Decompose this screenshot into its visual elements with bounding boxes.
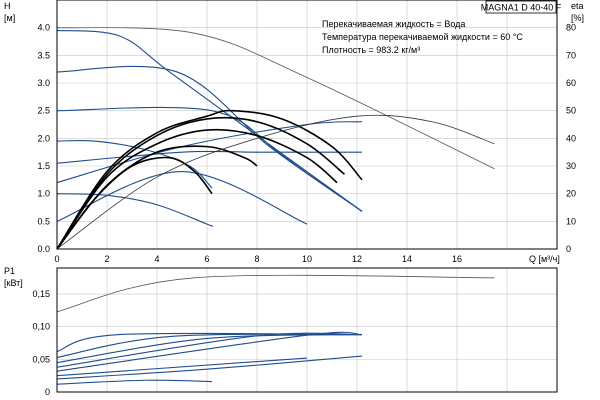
eta-curve-11 (56, 128, 338, 250)
y-tick-label-left: 1.5 (37, 161, 50, 171)
annotation-liquid: Перекачиваемая жидкость = Вода (322, 19, 465, 29)
y-tick-label-left: 4.0 (37, 23, 50, 33)
power-curve-5 (56, 331, 363, 372)
chart-title: MAGNA1 D 40-40 F (481, 3, 562, 13)
y-tick-label-right: 80 (566, 23, 576, 33)
head-curve-7 (56, 170, 308, 225)
y-tick-label-power: 0,15 (32, 289, 50, 299)
ylabel-power: P1 (4, 266, 15, 276)
power-curve-6 (56, 357, 308, 377)
chart-title-box: MAGNA1 D 40-40 F (481, 0, 562, 14)
head-max-curve-8 (56, 27, 495, 170)
ylabel-left-unit: [м] (4, 13, 15, 23)
y-tick-label-power: 0,05 (32, 354, 50, 364)
power-series (56, 274, 495, 385)
y-tick-label-right: 40 (566, 133, 576, 143)
annotation-density: Плотность = 983.2 кг/м³ (322, 45, 420, 55)
x-tick-label: 2 (104, 254, 109, 264)
y-tick-label-left: 3.0 (37, 78, 50, 88)
power-curve-3 (56, 334, 363, 364)
power-curve-4 (56, 332, 363, 368)
x-tick-label: 16 (452, 254, 462, 264)
ylabel-right-eta: eta (571, 1, 584, 11)
top-plot-frame (56, 0, 558, 250)
annotation-temperature: Температура перекачиваемой жидкости = 60… (322, 32, 523, 42)
y-tick-label-left: 2.5 (37, 106, 50, 116)
y-tick-label-left: 0.5 (37, 216, 50, 226)
ylabel-right-unit: [%] (571, 13, 584, 23)
axis-ticks: 0 2 4 6 8 10 12 14 16 0.0 0.5 1.0 1.5 2.0 2.5 3.0 3.5 4.0… (32, 23, 576, 397)
x-tick-label: 8 (254, 254, 259, 264)
head-curve-1 (56, 65, 363, 212)
x-tick-label: 6 (204, 254, 209, 264)
eta-curve-13 (56, 156, 213, 250)
ylabel-left-h: H (4, 1, 11, 11)
x-tick-label: 4 (154, 254, 159, 264)
eta-curve-10 (56, 116, 346, 250)
x-tick-label: 14 (402, 254, 412, 264)
head-eta-series (56, 27, 495, 250)
y-tick-label-right: 10 (566, 216, 576, 226)
y-tick-label-right: 50 (566, 106, 576, 116)
chart-annotations: Перекачиваемая жидкость = Вода Температу… (322, 19, 523, 55)
eta-curve-9 (56, 109, 363, 250)
head-curve-6 (56, 121, 363, 184)
bottom-plot-frame (56, 267, 558, 393)
x-tick-label: 12 (352, 254, 362, 264)
y-tick-label-right: 60 (566, 78, 576, 88)
power-max-curve-0 (56, 274, 495, 313)
y-tick-label-right: 30 (566, 161, 576, 171)
y-tick-label-power: 0 (45, 387, 50, 397)
power-curve-7 (56, 355, 363, 380)
x-tick-label: 10 (302, 254, 312, 264)
y-tick-label-right: 70 (566, 50, 576, 60)
power-curve-8 (56, 379, 213, 385)
ylabel-power-unit: [кВт] (4, 278, 23, 288)
y-tick-label-left: 2.0 (37, 133, 50, 143)
y-tick-label-power: 0,10 (32, 322, 50, 332)
y-tick-label-right: 20 (566, 189, 576, 199)
xlabel: Q [м³/ч] (529, 254, 560, 264)
head-curve-2 (56, 106, 363, 212)
y-tick-label-right: 0 (566, 244, 571, 254)
eta-max-curve-14 (56, 114, 495, 250)
y-tick-label-left: 0.0 (37, 244, 50, 254)
y-tick-label-left: 1.0 (37, 189, 50, 199)
x-tick-label: 0 (54, 254, 59, 264)
y-tick-label-left: 3.5 (37, 50, 50, 60)
